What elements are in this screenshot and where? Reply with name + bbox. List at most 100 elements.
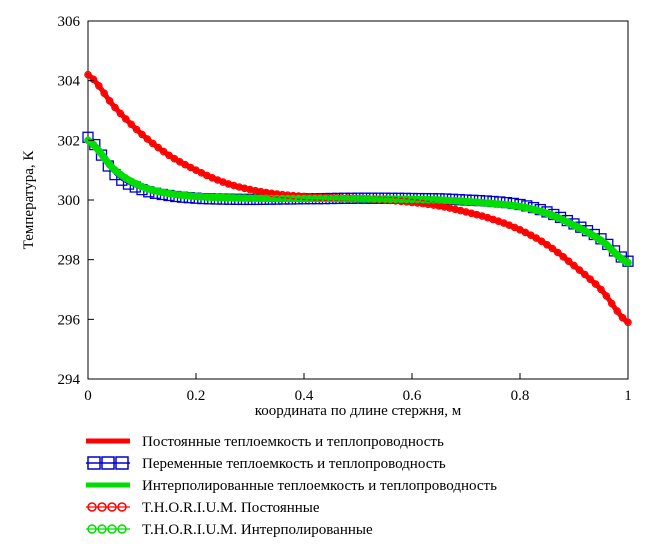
circle-marker [618,313,627,322]
circle-marker [316,194,325,203]
circle-marker [413,195,422,204]
legend-swatch-marker [97,502,107,512]
circle-marker [273,194,281,203]
circle-marker [424,200,433,209]
circle-marker [418,199,427,208]
circle-marker [283,191,292,200]
circle-marker [149,186,157,195]
circle-marker [176,191,184,199]
circle-marker [208,193,217,202]
circle-marker [462,208,470,216]
circle-marker [359,195,368,203]
circle-marker [321,194,330,203]
circle-marker [111,166,119,175]
legend-swatch-marker [107,502,117,512]
circle-marker [354,195,362,203]
circle-marker [386,195,395,204]
x-tick-label: 0.8 [511,388,530,404]
circle-marker [451,197,460,205]
circle-marker [170,154,179,163]
legend: Постоянные теплоемкость и теплопроводнос… [86,434,497,538]
circle-marker [456,206,465,215]
circle-marker [445,204,454,212]
circle-marker [370,195,379,203]
circle-marker [100,154,109,162]
circle-marker [122,174,130,183]
circle-marker [526,205,535,213]
circle-marker [154,143,163,152]
x-axis-ticks: 0 0.2 0.4 0.6 0.8 1 [84,373,632,404]
circle-marker [159,188,168,197]
circle-marker [429,201,438,209]
circle-marker [300,194,308,203]
circle-marker [505,201,514,209]
circle-marker [429,196,438,204]
y-tick-label: 294 [58,372,81,388]
circle-marker [159,147,168,156]
circle-marker [116,170,125,179]
circle-marker [251,194,260,203]
legend-label: T.H.O.R.I.U.M. Постоянные [142,500,320,516]
circle-marker [375,195,384,203]
circle-marker [84,70,92,79]
circle-marker [154,187,163,196]
legend-swatch-marker [117,502,127,512]
circle-marker [607,299,616,308]
circle-marker [586,229,595,238]
circle-marker [278,194,287,203]
circle-marker [553,248,562,257]
circle-marker [127,120,136,129]
x-tick-label: 0 [84,388,92,404]
circle-marker [143,135,152,143]
circle-marker [624,258,632,267]
circle-marker [181,191,190,200]
circle-marker [613,307,622,315]
legend-item: T.H.O.R.I.U.M. Интерполированные [86,522,373,538]
circle-marker [591,233,600,241]
circle-marker [246,194,254,203]
y-tick-label: 306 [58,14,81,30]
circle-marker [105,97,114,105]
legend-swatch-marker [87,524,97,534]
circle-marker [451,205,460,214]
x-tick-label: 0.2 [187,388,206,404]
circle-marker [489,199,497,208]
circle-marker [564,257,573,266]
circle-marker [391,195,400,204]
circle-marker [478,212,487,220]
circle-marker [348,194,357,203]
circle-marker [521,203,530,212]
circle-marker [143,184,152,193]
circle-marker [294,194,303,203]
circle-marker [165,189,173,198]
circle-marker [235,194,244,202]
circle-marker [494,200,503,208]
circle-marker [343,194,352,203]
legend-swatch-marker [117,524,127,534]
circle-marker [570,261,578,270]
circle-marker [418,195,427,204]
circle-marker [332,194,341,203]
legend-swatch-marker [115,456,129,470]
circle-marker [224,180,233,188]
circle-marker [186,192,195,200]
circle-marker [364,195,373,203]
circle-marker [262,194,271,203]
legend-label: T.H.O.R.I.U.M. Интерполированные [142,522,373,538]
circle-marker [240,194,249,202]
circle-marker [95,82,103,90]
circle-marker [607,246,616,254]
circle-marker [402,195,411,204]
x-tick-label: 0.4 [295,388,314,404]
circle-marker [548,244,557,253]
legend-swatch-marker [97,524,107,534]
circle-marker [397,195,406,204]
circle-marker [408,195,416,204]
circle-marker [424,195,433,204]
circle-marker [478,198,487,207]
circle-marker [613,251,622,259]
circle-marker [111,103,119,112]
circle-marker [192,192,200,201]
y-tick-label: 304 [58,74,81,90]
circle-marker [472,198,481,207]
